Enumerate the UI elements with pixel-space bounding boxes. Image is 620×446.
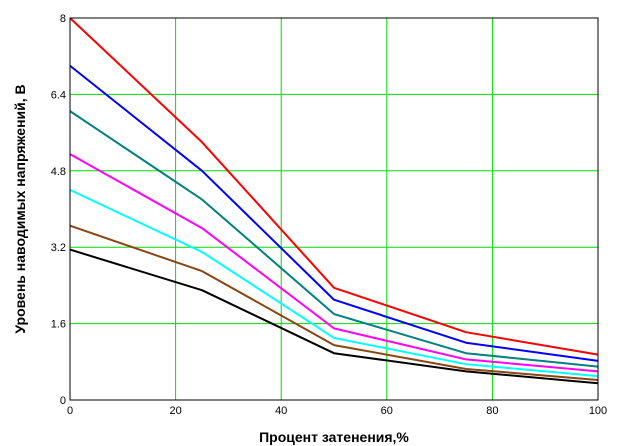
series-line-7 — [69, 248, 599, 385]
grid-lines — [70, 18, 598, 400]
series-line-5 — [69, 188, 599, 378]
y-tick-label: 0 — [60, 395, 66, 407]
x-tick-label: 60 — [381, 405, 393, 417]
series-line-1 — [69, 17, 599, 356]
series-line-3 — [69, 110, 599, 368]
x-tick-label: 0 — [67, 405, 73, 417]
series-line-2 — [69, 64, 599, 362]
y-tick-label: 3.2 — [51, 242, 66, 254]
plot-frame — [69, 17, 599, 401]
x-tick-label: 40 — [275, 405, 287, 417]
series-line-6 — [69, 224, 599, 381]
series-lines — [69, 17, 599, 385]
series-line-4 — [69, 153, 599, 373]
y-tick-label: 6.4 — [51, 89, 66, 101]
y-tick-label: 4.8 — [51, 166, 66, 178]
y-tick-label: 8 — [60, 13, 66, 25]
x-axis-title: Процент затенения,% — [259, 429, 409, 445]
y-axis-title: Уровень наводимых напряжений, В — [12, 84, 28, 333]
x-tick-label: 80 — [486, 405, 498, 417]
y-tick-label: 1.6 — [51, 319, 66, 331]
tick-labels: 0 20 40 60 80 100 0 1.6 3.2 4.8 6.4 8 — [51, 13, 607, 417]
x-tick-label: 100 — [589, 405, 607, 417]
x-tick-label: 20 — [169, 405, 181, 417]
